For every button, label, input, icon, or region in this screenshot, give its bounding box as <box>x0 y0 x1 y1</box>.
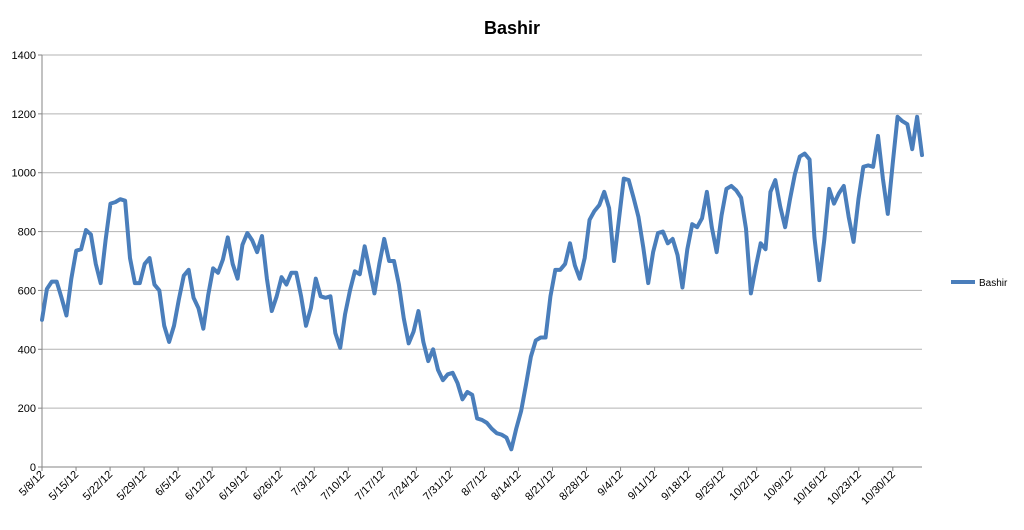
chart-title: Bashir <box>484 18 540 38</box>
y-tick-label: 200 <box>18 403 36 415</box>
y-tick-label: 0 <box>30 462 36 474</box>
y-tick-labels: 0 200 400 600 800 1000 1200 1400 <box>12 50 36 474</box>
y-tick-label: 1000 <box>12 168 36 180</box>
y-tick-label: 1400 <box>12 50 36 62</box>
y-tick-label: 800 <box>18 227 36 239</box>
y-tick-label: 600 <box>18 285 36 297</box>
legend: Bashir <box>951 278 1008 289</box>
axes <box>38 54 922 471</box>
y-tick-label: 1200 <box>12 109 36 121</box>
series-line-bashir <box>40 114 924 452</box>
y-tick-label: 400 <box>18 344 36 356</box>
series-lines <box>40 114 924 452</box>
gridlines <box>42 54 922 409</box>
legend-label: Bashir <box>979 278 1008 289</box>
